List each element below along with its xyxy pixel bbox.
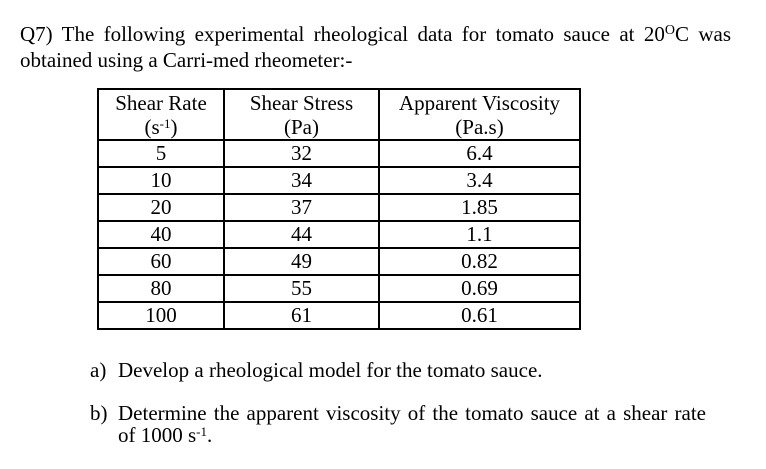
part-b-line2-post: . (207, 423, 213, 447)
question-intro-line2: obtained using a Carri-med rheometer:- (20, 48, 353, 72)
question-intro: Q7) The following experimental rheologic… (20, 21, 731, 73)
col-header-apparent-viscosity: Apparent Viscosity (Pa.s) (378, 88, 581, 141)
part-b: b) Determine the apparent viscosity of t… (90, 402, 710, 446)
table-row: 5 32 6.4 (97, 139, 581, 168)
unit-exponent: -1 (159, 115, 171, 131)
cell-apparent-viscosity: 3.4 (378, 166, 581, 195)
cell-shear-rate: 80 (97, 274, 225, 303)
shear-rate-exponent: -1 (196, 424, 208, 439)
table-row: 20 37 1.85 (97, 193, 581, 222)
cell-shear-rate: 20 (97, 193, 225, 222)
col-header-shear-rate-title: Shear Rate (115, 90, 207, 115)
question-parts: a) Develop a rheological model for the t… (90, 357, 710, 446)
cell-shear-stress: 34 (223, 166, 380, 195)
table-row: 60 49 0.82 (97, 247, 581, 276)
cell-apparent-viscosity: 6.4 (378, 139, 581, 168)
col-header-shear-stress-title: Shear Stress (249, 90, 354, 115)
table-row: 40 44 1.1 (97, 220, 581, 249)
cell-shear-rate: 10 (97, 166, 225, 195)
cell-shear-stress: 55 (223, 274, 380, 303)
col-header-apparent-viscosity-title: Apparent Viscosity (398, 90, 561, 115)
question-intro-line1-text: Q7) The following experimental rheologic… (20, 22, 665, 46)
cell-apparent-viscosity: 0.61 (378, 301, 581, 330)
table-row: 80 55 0.69 (97, 274, 581, 303)
table-row: 10 34 3.4 (97, 166, 581, 195)
part-a: a) Develop a rheological model for the t… (90, 357, 710, 383)
cell-shear-rate: 60 (97, 247, 225, 276)
question-intro-line1-end: C was (674, 22, 731, 46)
table-header-row: Shear Rate (s-1) Shear Stress (Pa) Appar… (97, 88, 581, 141)
cell-apparent-viscosity: 1.85 (378, 193, 581, 222)
cell-shear-stress: 44 (223, 220, 380, 249)
cell-shear-rate: 5 (97, 139, 225, 168)
part-b-label: b) (90, 401, 108, 425)
col-header-shear-stress: Shear Stress (Pa) (223, 88, 380, 141)
part-b-line2-pre: of 1000 s (118, 423, 197, 447)
cell-shear-rate: 40 (97, 220, 225, 249)
table-row: 100 61 0.61 (97, 301, 581, 330)
part-b-line2: of 1000 s-1. (118, 424, 710, 446)
degree-superscript: O (664, 23, 675, 38)
cell-shear-stress: 32 (223, 139, 380, 168)
cell-shear-stress: 61 (223, 301, 380, 330)
col-header-shear-rate-unit: (s-1) (144, 115, 177, 139)
cell-apparent-viscosity: 0.82 (378, 247, 581, 276)
cell-apparent-viscosity: 0.69 (378, 274, 581, 303)
part-a-text: Develop a rheological model for the toma… (118, 358, 543, 382)
col-header-apparent-viscosity-unit: (Pa.s) (455, 114, 504, 139)
col-header-shear-stress-unit: (Pa) (284, 114, 319, 139)
part-b-text: Determine the apparent viscosity of the … (118, 402, 710, 446)
question-intro-line1: Q7) The following experimental rheologic… (20, 21, 731, 47)
part-a-label: a) (90, 358, 107, 382)
part-b-line1: Determine the apparent viscosity of the … (118, 401, 706, 425)
cell-apparent-viscosity: 1.1 (378, 220, 581, 249)
cell-shear-rate: 100 (97, 301, 225, 330)
cell-shear-stress: 49 (223, 247, 380, 276)
rheology-data-table: Shear Rate (s-1) Shear Stress (Pa) Appar… (97, 88, 581, 330)
col-header-shear-rate: Shear Rate (s-1) (97, 88, 225, 141)
cell-shear-stress: 37 (223, 193, 380, 222)
unit-pre: (s (144, 114, 160, 139)
unit-post: ) (170, 114, 178, 139)
